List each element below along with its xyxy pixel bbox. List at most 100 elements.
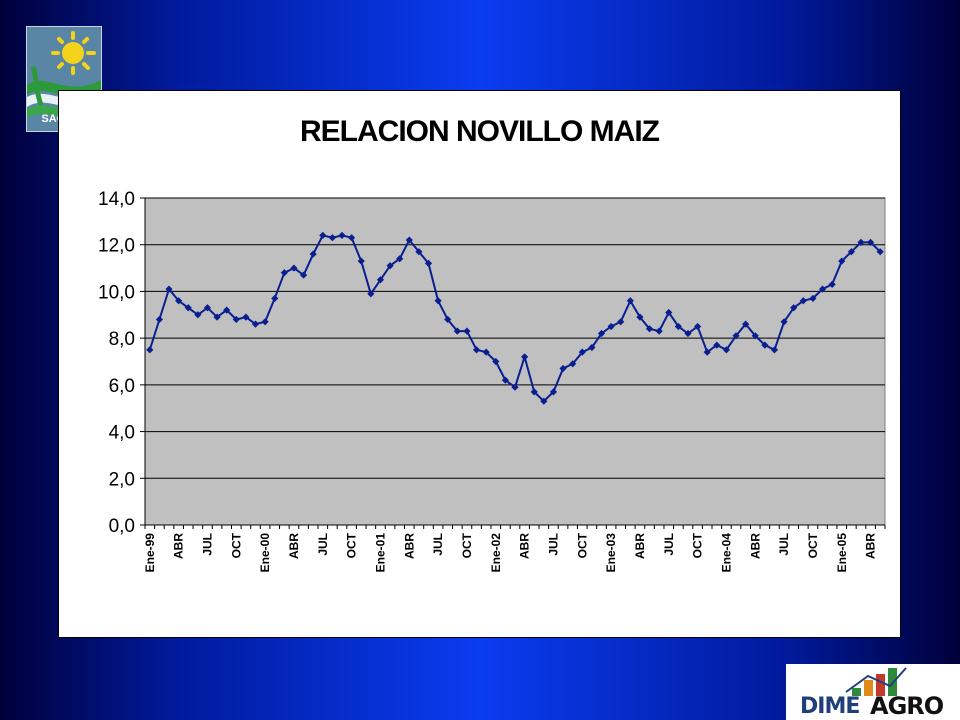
line-chart: 0,0 2,0 4,0 6,0 8,0 10,0 12,0 14,0 Ene-99 ABR JUL O… [98, 189, 886, 573]
data-point [617, 318, 625, 326]
data-point [184, 304, 192, 312]
data-point [684, 329, 692, 338]
data-point [578, 348, 586, 356]
data-point [338, 231, 346, 239]
data-point [626, 297, 634, 305]
data-point [194, 311, 202, 319]
x-tick-label: Ene-00 [258, 533, 272, 573]
data-point [597, 329, 606, 338]
data-point [722, 346, 731, 354]
plot-area [144, 197, 886, 526]
x-tick-label: ABR [287, 533, 301, 559]
data-point [482, 348, 490, 356]
x-tick-label: Ene-04 [719, 533, 733, 573]
data-point [155, 315, 164, 324]
data-point [444, 315, 452, 324]
data-point [857, 238, 865, 246]
data-point [693, 322, 702, 331]
data-point [386, 262, 394, 270]
y-tick-label: 0,0 [109, 516, 135, 537]
data-point [790, 304, 798, 312]
x-tick-label: OCT [229, 532, 243, 558]
x-tick-label: JUL [431, 533, 445, 556]
data-point [415, 248, 423, 256]
x-tick-label: ABR [518, 533, 532, 559]
data-point [770, 346, 779, 354]
data-point [434, 297, 442, 305]
data-point [549, 388, 558, 396]
data-point [847, 248, 855, 256]
x-tick-label: ABR [864, 533, 878, 559]
data-point [492, 357, 500, 366]
dime-text: DIME [800, 694, 860, 719]
data-point [703, 348, 711, 356]
x-tick-label: ABR [172, 533, 186, 559]
data-point [559, 364, 567, 373]
data-point [780, 318, 788, 326]
data-point [732, 332, 740, 340]
data-point [751, 332, 759, 340]
data-point [203, 304, 212, 312]
y-tick-label: 8,0 [109, 329, 135, 350]
data-point [588, 343, 596, 352]
data-point [501, 376, 509, 384]
x-tick-label: OCT [806, 532, 820, 558]
data-point [569, 360, 577, 368]
x-tick-label: OCT [575, 532, 589, 558]
agro-text: AGRO [870, 692, 944, 720]
x-tick-label: ABR [402, 533, 416, 559]
data-point [280, 269, 288, 277]
x-tick-label: ABR [633, 533, 647, 559]
x-tick-label: Ene-02 [489, 533, 503, 573]
data-point [838, 257, 846, 265]
data-point [309, 250, 317, 258]
y-tick-label: 10,0 [98, 282, 135, 303]
data-point [866, 238, 875, 246]
data-point [521, 353, 529, 361]
data-point [607, 322, 615, 331]
data-point [472, 346, 481, 354]
data-point [424, 259, 433, 267]
x-tick-label: JUL [546, 533, 560, 556]
data-point [511, 383, 519, 391]
y-tick-label: 14,0 [98, 189, 135, 210]
x-tick-label: Ene-99 [143, 533, 157, 573]
data-point [876, 248, 884, 256]
sagpya-logo: SAGPyA [26, 26, 102, 132]
x-tick-label: Ene-01 [373, 533, 387, 573]
x-tick-label: ABR [748, 533, 762, 559]
x-tick-label: Ene-05 [835, 533, 849, 573]
data-point [175, 297, 183, 305]
y-tick-label: 2,0 [109, 469, 135, 490]
data-point [146, 346, 154, 354]
data-point [367, 290, 375, 298]
data-point [328, 234, 337, 242]
data-point [540, 397, 548, 405]
bar-house-icon [845, 667, 907, 696]
x-tick-label: JUL [777, 533, 791, 556]
y-tick-label: 12,0 [98, 236, 135, 257]
x-tick-label: OCT [460, 532, 474, 558]
data-point [348, 234, 356, 242]
data-point [319, 231, 327, 239]
chart-title: RELACION NOVILLO MAIZ [300, 115, 660, 148]
y-tick-label: 4,0 [109, 423, 135, 444]
data-point [530, 388, 538, 396]
x-tick-label: JUL [662, 533, 676, 556]
data-point [809, 294, 817, 303]
data-point [674, 322, 682, 331]
dimeagro-logo: DIME AGRO [786, 664, 960, 720]
data-point [232, 315, 240, 324]
x-tick-label: JUL [316, 533, 330, 556]
data-point [799, 297, 807, 305]
data-point [665, 308, 673, 317]
x-tick-label: Ene-03 [604, 533, 618, 573]
y-tick-label: 6,0 [109, 376, 135, 397]
data-point [261, 318, 269, 326]
data-point [645, 325, 654, 333]
data-point [376, 276, 385, 284]
x-tick-label: JUL [200, 533, 214, 556]
data-point [405, 236, 413, 244]
x-tick-label: OCT [345, 532, 359, 558]
data-point [396, 255, 404, 263]
